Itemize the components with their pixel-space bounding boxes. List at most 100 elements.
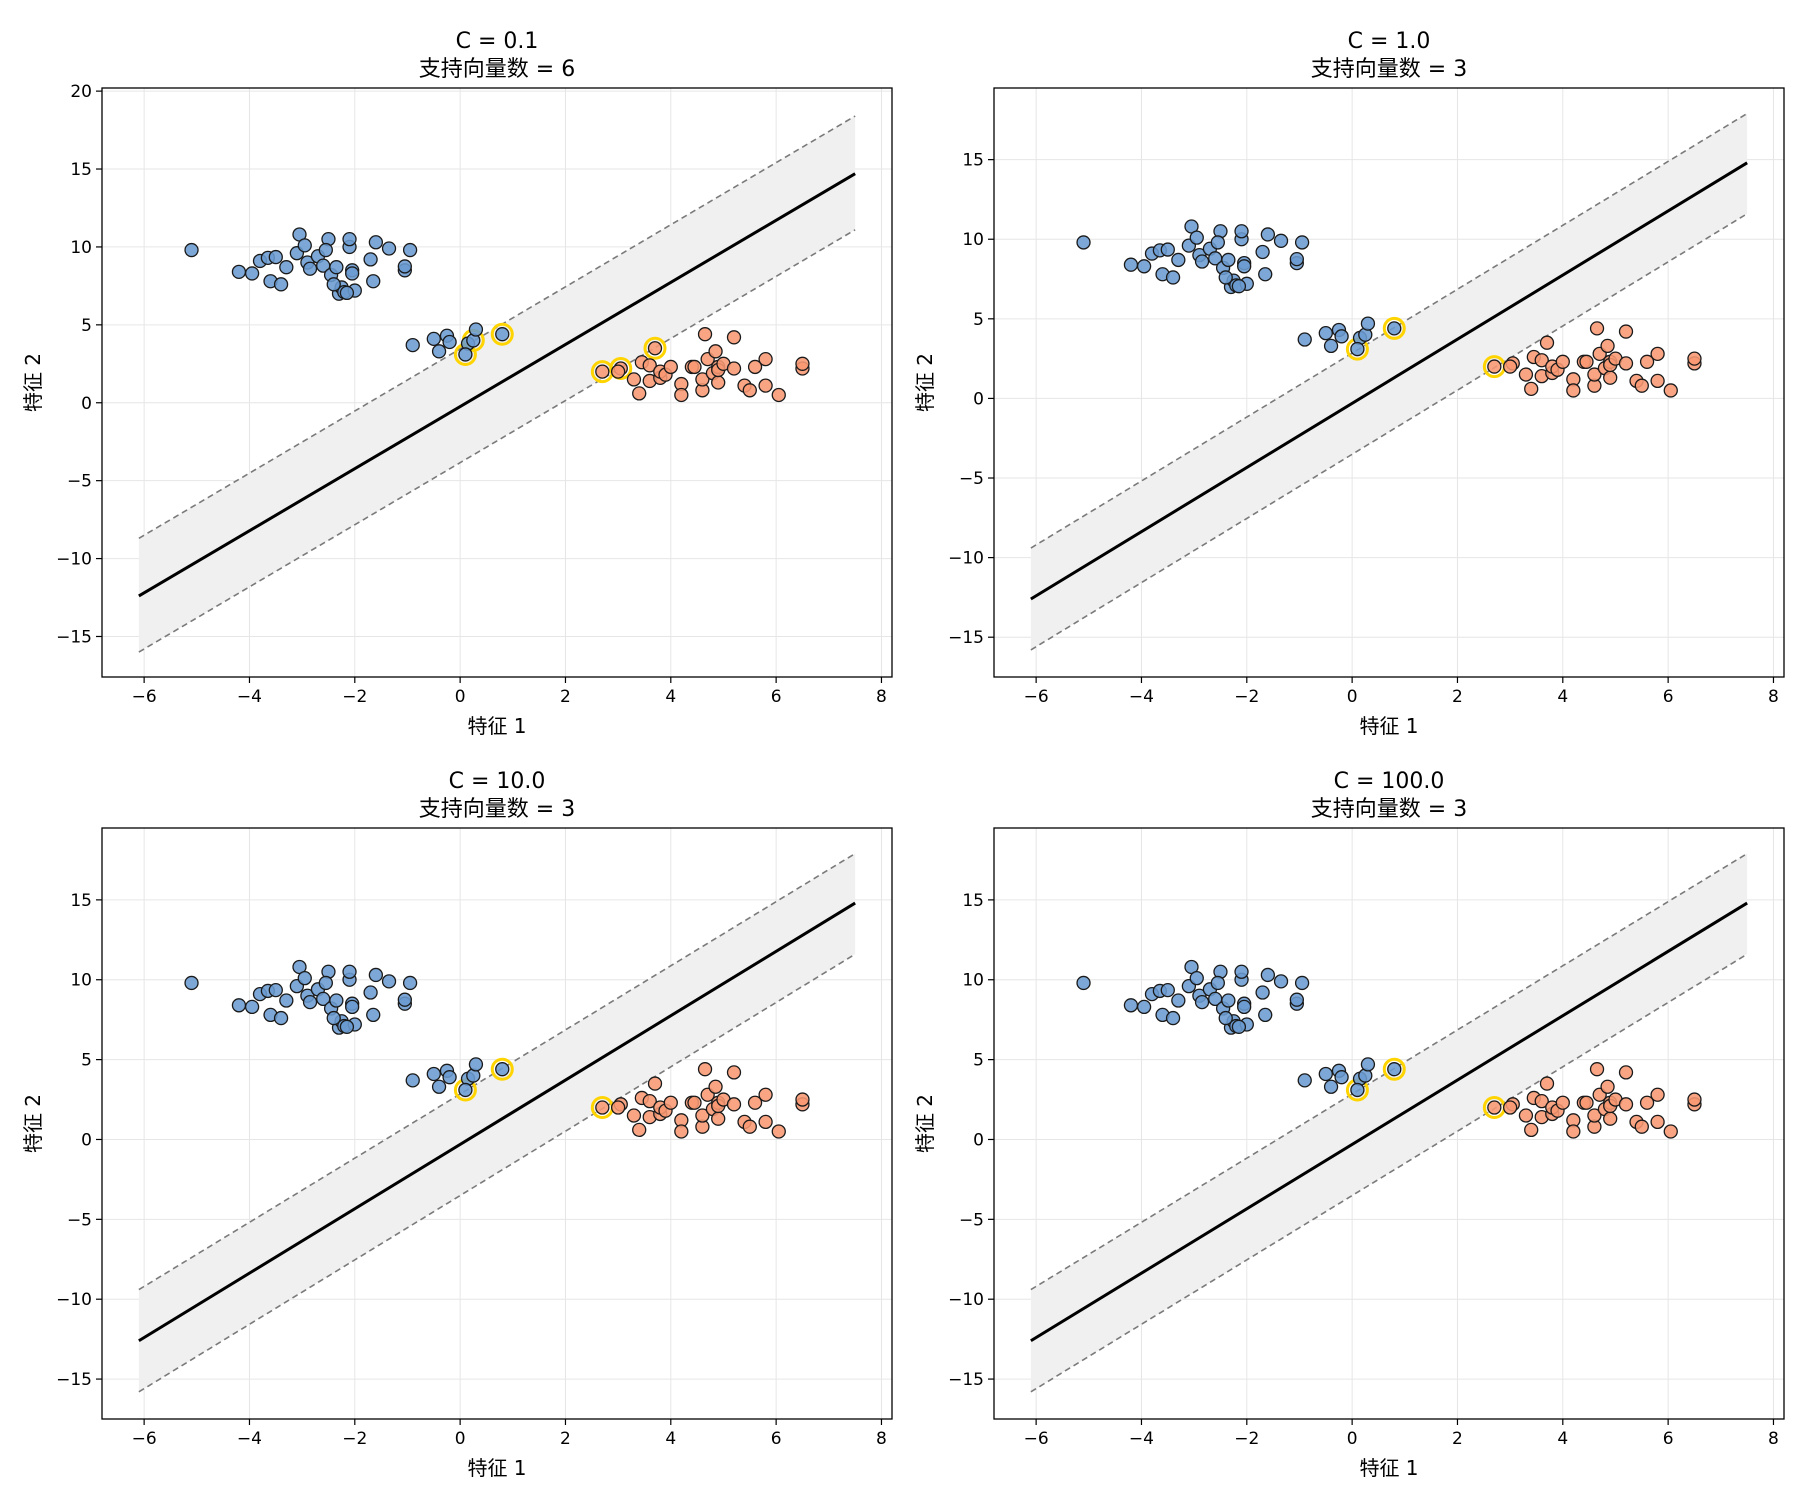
y-tick-label: 20: [70, 82, 92, 102]
point-class-b: [674, 387, 689, 403]
x-tick-label: −6: [1024, 687, 1049, 707]
point-class-b: [687, 1095, 702, 1110]
y-tick-label: 10: [70, 238, 92, 258]
point-class-a: [279, 993, 294, 1008]
chart-subtitle: 支持向量数 = 3: [1311, 797, 1467, 822]
y-tick-label: 5: [973, 1051, 984, 1071]
point-class-a: [329, 993, 344, 1008]
point-class-b: [1663, 383, 1678, 398]
point-class-a: [368, 967, 384, 983]
point-class-a: [1289, 251, 1304, 267]
point-class-a: [1231, 1019, 1247, 1035]
point-class-a: [495, 327, 510, 342]
point-class-b: [1650, 346, 1665, 361]
point-class-a: [366, 1007, 381, 1023]
subplot-2: −6 −4 −2 0 2 4 6 8 −15 −10 −5 0 5 10 15 C = 1.0 支持向量数 = …: [913, 29, 1785, 738]
point-class-a: [1297, 1073, 1312, 1088]
point-class-a: [1210, 975, 1225, 991]
x-tick-label: 0: [1347, 1429, 1358, 1449]
point-class-b: [795, 1092, 810, 1107]
y-tick-label: 10: [962, 971, 984, 991]
point-class-a: [297, 238, 312, 253]
point-class-b: [695, 372, 710, 387]
x-tick-label: −2: [342, 1429, 367, 1449]
support-vector-ring: [609, 356, 633, 380]
x-tick-label: 6: [771, 1429, 782, 1449]
y-tick-label: 15: [962, 151, 984, 171]
point-class-a: [342, 964, 357, 979]
point-class-b: [1502, 1100, 1518, 1115]
point-class-a: [279, 260, 294, 275]
point-class-a: [402, 975, 418, 991]
point-class-a: [1165, 1010, 1181, 1026]
point-class-a: [1255, 985, 1270, 1000]
point-class-b: [742, 383, 757, 398]
point-class-a: [1318, 326, 1333, 341]
x-tick-label: −4: [237, 687, 262, 707]
point-class-b: [758, 1087, 773, 1102]
x-tick-label: −6: [132, 687, 157, 707]
axes-frame: [993, 87, 1785, 678]
y-tick-label: 5: [81, 1051, 92, 1071]
point-class-a: [397, 992, 412, 1007]
point-class-a: [1160, 982, 1175, 998]
point-class-a: [345, 266, 360, 281]
point-class-b: [1534, 1093, 1549, 1109]
point-class-b: [758, 351, 773, 367]
x-tick-label: 6: [1663, 1429, 1674, 1449]
subplot-3: −6 −4 −2 0 2 4 6 8 −15 −10 −5 0 5 10 15 C = 10.0 支持向量数 =…: [21, 769, 893, 1480]
point-class-a: [431, 1079, 447, 1094]
point-class-a: [342, 231, 357, 247]
point-class-b: [626, 372, 642, 387]
point-class-a: [1334, 1070, 1349, 1085]
point-class-a: [1136, 259, 1152, 274]
point-class-a: [273, 1010, 289, 1026]
point-class-b: [1634, 378, 1649, 393]
y-tick-label: 5: [973, 310, 984, 330]
x-tick-label: 4: [665, 1429, 676, 1449]
point-class-a: [468, 1057, 484, 1072]
point-class-a: [1123, 257, 1139, 272]
y-tick-label: 15: [70, 160, 92, 180]
x-tick-label: −2: [1234, 687, 1259, 707]
point-class-a: [1387, 321, 1402, 336]
x-tick-label: 2: [560, 687, 571, 707]
y-tick-label: −15: [948, 1370, 984, 1390]
y-tick-label: −15: [948, 628, 984, 648]
point-class-b: [711, 375, 726, 390]
y-tick-label: −5: [67, 472, 92, 492]
point-class-b: [663, 359, 678, 375]
point-class-b: [1687, 351, 1702, 366]
point-class-a: [345, 999, 360, 1015]
point-class-b: [1603, 1111, 1618, 1126]
point-class-a: [431, 344, 447, 359]
chart-subtitle: 支持向量数 = 3: [1311, 57, 1467, 82]
point-class-b: [1539, 1076, 1555, 1091]
point-class-b: [771, 1124, 786, 1139]
point-class-b: [1534, 353, 1549, 368]
point-class-b: [1487, 359, 1502, 374]
point-class-a: [1234, 964, 1249, 979]
point-class-b: [642, 1093, 657, 1109]
point-class-b: [742, 1119, 757, 1134]
x-tick-label: 0: [455, 687, 466, 707]
point-class-b: [1539, 335, 1555, 350]
point-class-b: [1566, 383, 1581, 398]
point-class-a: [363, 985, 378, 1000]
x-tick-label: −4: [1129, 1429, 1154, 1449]
point-class-a: [1260, 227, 1276, 242]
point-class-b: [1618, 356, 1634, 371]
point-class-a: [1258, 267, 1273, 282]
point-class-a: [1387, 1062, 1402, 1077]
decision-boundary-line: [1030, 901, 1748, 1343]
point-class-a: [184, 242, 199, 258]
subplot-1: −6 −4 −2 0 2 4 6 8 −15 −10 −5 0 5 10 15 20 C = 0.1 支持向量数 …: [21, 29, 893, 738]
x-tick-label: −4: [1129, 687, 1154, 707]
point-class-b: [695, 1108, 710, 1123]
margin-line-lower: [138, 953, 856, 1393]
point-class-a: [381, 974, 397, 989]
y-tick-label: −15: [56, 1370, 92, 1390]
point-class-a: [1297, 332, 1312, 347]
point-class-a: [363, 252, 378, 267]
point-class-a: [458, 1082, 473, 1098]
